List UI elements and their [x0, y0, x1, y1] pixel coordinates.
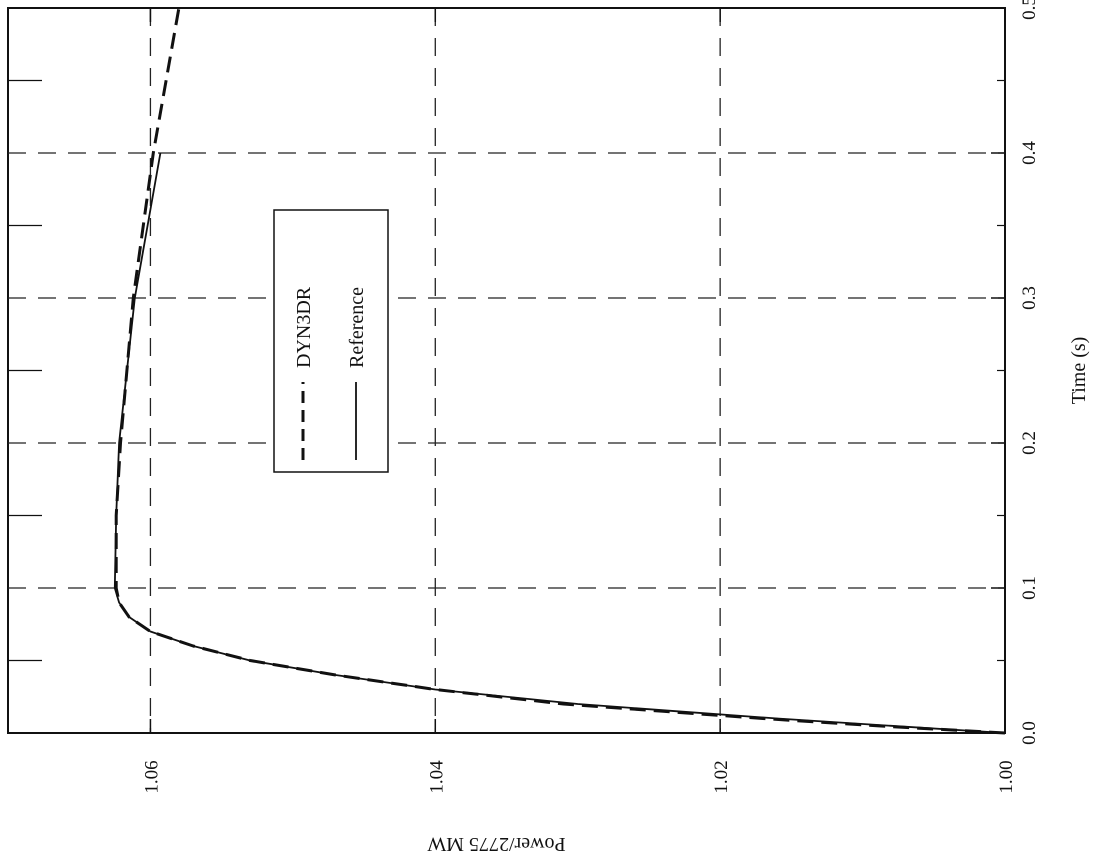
x-axis-title: Time (s): [1068, 337, 1090, 405]
series-line-dyn3dr: [114, 7, 1006, 735]
y-axis-title: Power/2775 MW: [427, 833, 565, 855]
x-tick-label-5: 0.5: [1019, 0, 1040, 20]
y-tick-label-1: 1.02: [711, 760, 732, 793]
x-tick-labels: 0.0 0.1 0.2 0.3 0.4 0.5: [1019, 0, 1040, 745]
legend-label-reference: Reference: [346, 287, 368, 368]
x-tick-label-1: 0.1: [1019, 576, 1040, 600]
y-tick-label-3: 1.06: [141, 760, 162, 793]
axis-ticks: [8, 7, 1006, 734]
x-tick-label-0: 0.0: [1019, 721, 1040, 745]
legend: DYN3DR Reference: [273, 209, 389, 473]
y-tick-labels: 1.00 1.02 1.04 1.06: [141, 760, 1017, 794]
plot-area-frame: [7, 7, 1006, 734]
x-tick-label-3: 0.3: [1019, 286, 1040, 310]
y-tick-label-0: 1.00: [996, 760, 1017, 793]
x-tick-label-2: 0.2: [1019, 431, 1040, 455]
x-tick-label-4: 0.4: [1019, 141, 1040, 165]
series-lines: [113, 7, 1006, 735]
y-tick-label-2: 1.04: [426, 760, 447, 794]
legend-label-dyn3dr: DYN3DR: [293, 286, 315, 368]
grid-lines: [8, 8, 1005, 733]
series-line-reference: [113, 152, 1006, 734]
legend-box: [273, 209, 389, 473]
